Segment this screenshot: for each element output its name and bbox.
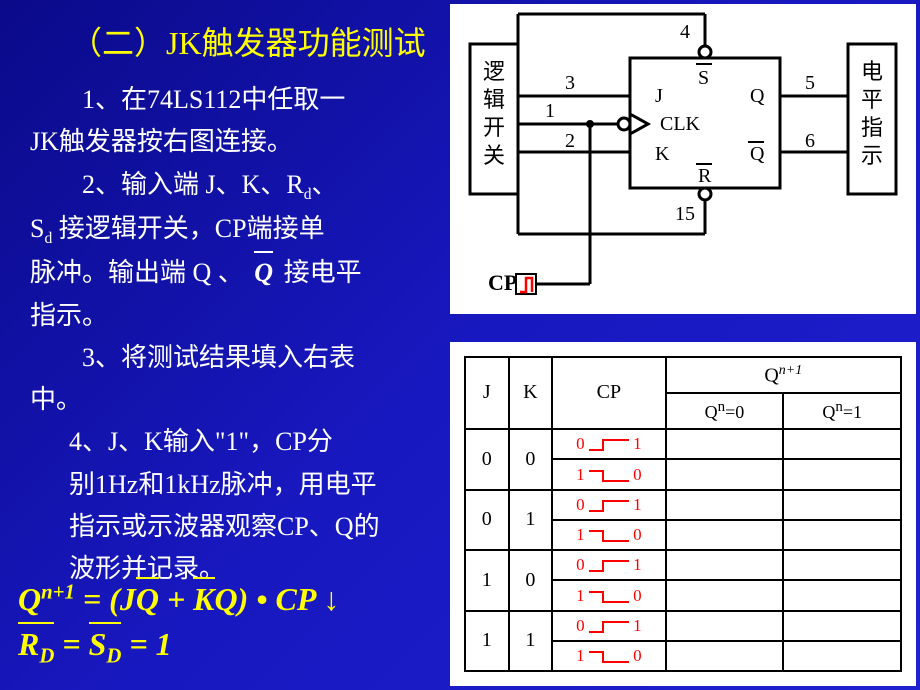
cell-q1: [783, 490, 901, 520]
f1-qbar: Q: [136, 577, 159, 622]
p2a-sub: d: [304, 186, 312, 203]
svg-text:示: 示: [861, 143, 883, 168]
th-k: K: [509, 357, 553, 429]
th-cp: CP: [552, 357, 665, 429]
svg-text:5: 5: [805, 72, 815, 94]
cell-cp-fall: 1 0: [552, 520, 665, 550]
f2-rd: RD: [18, 622, 54, 671]
cell-cp-fall: 1 0: [552, 459, 665, 489]
p4c: 指示或示波器观察CP、Q的: [69, 512, 380, 541]
svg-text:4: 4: [680, 21, 690, 43]
p1b: JK触发器按右图连接。: [30, 127, 293, 156]
left-box-char1: 逻: [483, 59, 505, 84]
f2-sd: SD: [89, 622, 122, 671]
f1-mid3: Q) • CP ↓: [215, 581, 340, 617]
cell-q1: [783, 550, 901, 580]
f1-mid2: +: [159, 581, 193, 617]
svg-text:CP: CP: [488, 270, 517, 295]
svg-text:Q: Q: [750, 143, 765, 165]
cell-q0: [666, 429, 784, 459]
cell-cp-rise: 0 1: [552, 611, 665, 641]
f2-eq: =: [54, 626, 88, 662]
p1a: 1、在74LS112中任取一: [82, 85, 345, 114]
p2a-tail: 、: [312, 170, 338, 199]
cell-q0: [666, 550, 784, 580]
formula-block: Qn+1 = (JQ + KQ) • CP ↓ RD = SD = 1: [18, 577, 339, 670]
p2b-head: S: [30, 214, 44, 243]
th-j: J: [465, 357, 509, 429]
cell-q1: [783, 429, 901, 459]
cell-cp-fall: 1 0: [552, 641, 665, 671]
cell-cp-rise: 0 1: [552, 429, 665, 459]
body-text: 1、在74LS112中任取一 JK触发器按右图连接。 2、输入端 J、K、Rd、…: [30, 80, 470, 592]
slide-heading: （二）JK触发器功能测试: [70, 18, 426, 64]
cell-q0: [666, 611, 784, 641]
p2c: 脉冲。输出端 Q 、: [30, 258, 244, 287]
cell-cp-fall: 1 0: [552, 580, 665, 610]
svg-text:S: S: [698, 67, 709, 89]
cell-q1: [783, 580, 901, 610]
cell-q0: [666, 580, 784, 610]
svg-text:J: J: [655, 85, 663, 107]
svg-text:开: 开: [483, 115, 505, 140]
p3b: 中。: [30, 385, 82, 414]
cell-k: 1: [509, 611, 553, 672]
cell-q1: [783, 611, 901, 641]
th-qn1-1: Qn=1: [783, 393, 901, 429]
svg-text:1: 1: [545, 100, 555, 122]
p4a: 4、J、K输入"1"，CP分: [69, 427, 333, 456]
svg-text:指: 指: [861, 115, 883, 140]
svg-text:CLK: CLK: [660, 113, 701, 135]
circuit-diagram: 逻 辑 开 关 电 平 指 示 3 1 2 J: [450, 4, 916, 314]
f1-mid: = (J: [83, 581, 136, 617]
cell-q0: [666, 459, 784, 489]
p3a: 3、将测试结果填入右表: [82, 343, 355, 372]
f1-kbar: K: [193, 577, 214, 622]
f1-q: Q: [18, 581, 41, 617]
cell-k: 0: [509, 429, 553, 490]
cell-q0: [666, 490, 784, 520]
p2c-tail: 接电平: [284, 258, 362, 287]
svg-text:关: 关: [483, 143, 505, 168]
cell-q1: [783, 520, 901, 550]
cell-q0: [666, 520, 784, 550]
p2a: 2、输入端 J、K、R: [82, 170, 304, 199]
cell-j: 1: [465, 550, 509, 611]
p4b: 别1Hz和1kHz脉冲，用电平: [69, 470, 377, 499]
th-qn1: Qn+1: [666, 357, 901, 394]
cell-j: 1: [465, 611, 509, 672]
p2d: 指示。: [30, 301, 108, 330]
f2-eq1: = 1: [121, 626, 171, 662]
svg-text:辑: 辑: [483, 87, 505, 112]
svg-text:K: K: [655, 143, 670, 165]
qbar-inline: Q: [250, 253, 277, 293]
formula-line-2: RD = SD = 1: [18, 622, 339, 671]
cell-j: 0: [465, 490, 509, 551]
cell-cp-rise: 0 1: [552, 550, 665, 580]
truth-table: J K CP Qn+1 Qn=0 Qn=1 000 11 0010 11 010…: [450, 342, 916, 686]
cell-q0: [666, 641, 784, 671]
cell-j: 0: [465, 429, 509, 490]
slide: （二）JK触发器功能测试 1、在74LS112中任取一 JK触发器按右图连接。 …: [0, 0, 920, 690]
p2b: 接逻辑开关，CP端接单: [52, 214, 324, 243]
th-qn0: Qn=0: [666, 393, 784, 429]
formula-line-1: Qn+1 = (JQ + KQ) • CP ↓: [18, 577, 339, 622]
svg-text:6: 6: [805, 130, 815, 152]
svg-text:平: 平: [861, 87, 883, 112]
svg-text:R: R: [698, 165, 712, 187]
cell-cp-rise: 0 1: [552, 490, 665, 520]
cell-k: 0: [509, 550, 553, 611]
svg-text:3: 3: [565, 72, 575, 94]
cell-k: 1: [509, 490, 553, 551]
f1-sup: n+1: [41, 580, 75, 603]
svg-text:Q: Q: [750, 85, 765, 107]
svg-text:2: 2: [565, 130, 575, 152]
svg-text:15: 15: [675, 203, 695, 225]
cell-q1: [783, 459, 901, 489]
svg-text:电: 电: [861, 59, 883, 84]
cell-q1: [783, 641, 901, 671]
